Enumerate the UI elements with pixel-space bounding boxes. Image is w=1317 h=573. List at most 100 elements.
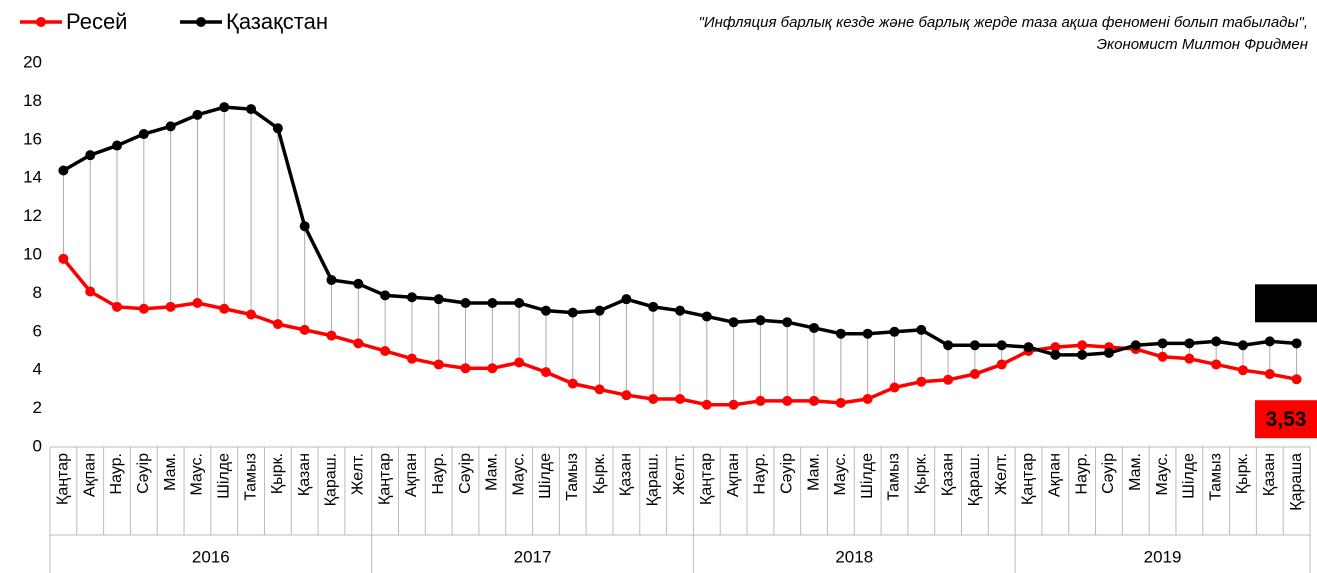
legend-label: Қазақстан [226,9,328,34]
point [433,359,444,370]
point [1050,342,1061,353]
legend-label: Ресей [66,9,127,34]
legend-marker [196,17,206,27]
point [996,340,1007,351]
point [916,324,927,335]
x-tick-label: Қараш. [644,453,661,506]
x-tick-label: Қазан [1261,453,1278,496]
point [138,303,149,314]
point [85,150,96,161]
x-tick-label: Ақпан [725,453,742,497]
point [1291,374,1302,385]
x-tick-label: Наур. [752,453,769,494]
point [1023,342,1034,353]
y-tick-label: 16 [23,129,42,148]
point [1264,369,1275,380]
x-tick-label: Мам. [805,453,822,491]
point [460,298,471,308]
x-tick-label: Маус. [189,453,206,496]
x-tick-label: Мам. [484,453,501,491]
x-tick-label: Қырк. [912,453,929,494]
point [809,395,820,406]
point [112,140,123,151]
point [138,129,149,140]
x-tick-label: Маус. [510,453,527,496]
x-tick-label: Наур. [430,453,447,494]
point [567,378,578,389]
point [943,374,954,385]
x-tick-label: Қырк. [269,453,286,494]
year-label: 2016 [192,547,230,566]
x-tick-label: Сәуір [457,453,474,494]
x-tick-label: Наур. [108,453,125,494]
point [380,346,391,356]
point [406,292,417,303]
value-label: 5,4 [1271,292,1301,315]
point [835,397,846,408]
x-tick-label: Шілде [537,453,554,499]
point [1130,340,1141,351]
point [621,294,632,305]
point [58,165,69,176]
point [1184,338,1195,349]
y-tick-label: 6 [33,321,42,340]
point [246,309,257,320]
x-tick-label: Қаңтар [698,453,715,505]
y-tick-label: 18 [23,91,42,110]
y-tick-label: 10 [23,244,42,263]
x-tick-label: Ақпан [81,453,98,497]
point [594,305,605,316]
point [969,340,980,351]
x-tick-label: Желт. [350,453,367,495]
point [701,399,712,410]
x-tick-label: Қазан [939,453,956,496]
x-tick-label: Мам. [162,453,179,491]
point [1184,353,1195,364]
point [326,274,337,285]
point [755,315,766,326]
point [755,395,766,406]
point [380,290,391,301]
point [889,382,900,393]
point [112,301,123,312]
point [1077,340,1088,351]
point [916,376,927,387]
x-tick-label: Маус. [832,453,849,496]
point [272,123,283,134]
point [1237,340,1248,351]
point [1211,359,1222,370]
point [299,221,310,232]
x-tick-label: Шілде [1181,453,1198,499]
x-tick-label: Мам. [1127,453,1144,491]
point [514,357,525,368]
x-tick-label: Қараш. [323,453,340,506]
point [192,298,203,308]
x-tick-label: Шілде [859,453,876,499]
point [889,326,900,337]
x-tick-label: Қазан [618,453,635,496]
x-tick-label: Ақпан [403,453,420,497]
point [996,359,1007,370]
y-tick-label: 0 [33,436,42,455]
point [272,319,283,330]
point [406,353,417,364]
point [862,328,873,339]
year-label: 2018 [835,547,873,566]
point [487,298,498,308]
x-tick-label: Сәуір [135,453,152,494]
x-tick-label: Ақпан [1047,453,1064,497]
y-tick-label: 14 [23,168,42,187]
point [969,369,980,380]
point [1264,336,1275,347]
x-tick-label: Қырк. [1234,453,1251,494]
x-tick-label: Наур. [1073,453,1090,494]
point [648,394,659,404]
point [1157,338,1168,349]
point [782,395,793,406]
point [1103,347,1114,358]
point [1211,336,1222,347]
point [621,390,632,401]
point [943,340,954,351]
x-tick-label: Сәуір [778,453,795,494]
y-tick-label: 4 [33,360,42,379]
